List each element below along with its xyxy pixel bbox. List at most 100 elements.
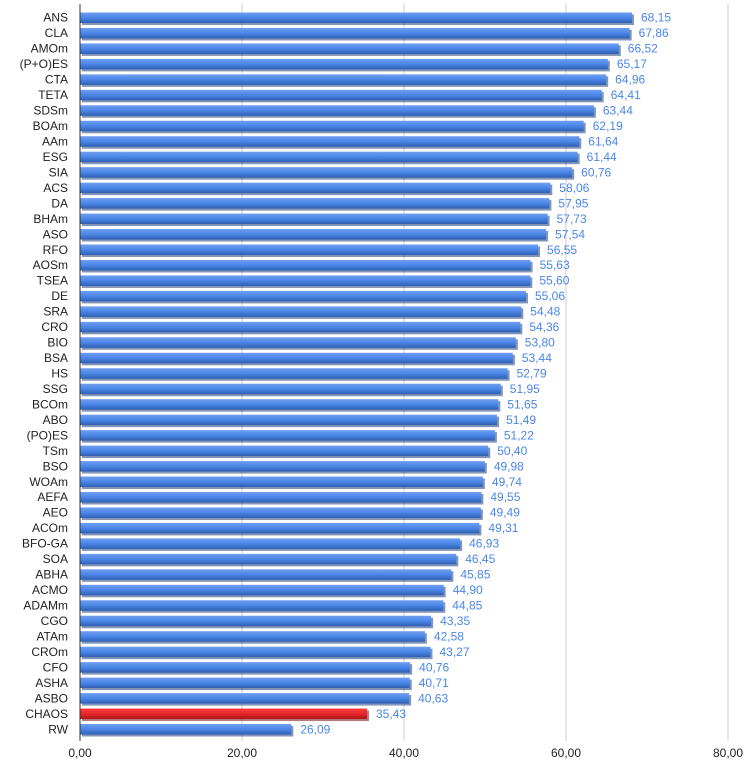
- value-label: 58,06: [559, 181, 589, 195]
- bar: [80, 507, 481, 518]
- category-label: ASHA: [35, 676, 68, 690]
- category-label: BFO-GA: [22, 537, 68, 551]
- x-tick-label: 40,00: [389, 746, 419, 760]
- category-label: DA: [51, 196, 68, 210]
- value-label: 66,52: [628, 42, 658, 56]
- value-label: 51,95: [510, 382, 540, 396]
- value-label: 61,64: [588, 134, 618, 148]
- bar: [80, 136, 580, 147]
- value-label: 40,71: [419, 676, 449, 690]
- category-label: AMOm: [31, 42, 68, 56]
- bar: [80, 275, 531, 286]
- category-label: ACOm: [32, 521, 68, 535]
- bar: [80, 120, 584, 132]
- value-label: 53,44: [522, 351, 552, 365]
- value-label: 40,63: [418, 691, 448, 705]
- value-label: 60,76: [581, 165, 611, 179]
- category-label: AOSm: [33, 258, 68, 272]
- category-label: CFO: [43, 660, 68, 674]
- bar: [80, 167, 573, 178]
- category-label: BIO: [47, 336, 68, 350]
- category-label: SOA: [43, 552, 68, 566]
- category-label: TSEA: [37, 274, 68, 288]
- bar: [80, 399, 499, 410]
- bar: [80, 213, 548, 225]
- category-label: SSG: [43, 382, 68, 396]
- bar: [80, 538, 461, 549]
- bar: [80, 631, 425, 642]
- category-label: DE: [51, 289, 68, 303]
- value-label: 49,74: [492, 475, 522, 489]
- value-label: 51,22: [504, 428, 534, 442]
- bar: [80, 259, 531, 271]
- value-label: 50,40: [497, 444, 527, 458]
- bar: [80, 476, 483, 488]
- x-tick-label: 80,00: [713, 746, 743, 760]
- bar: [80, 569, 452, 580]
- category-label: ACMO: [32, 583, 68, 597]
- value-label: 57,73: [557, 212, 587, 226]
- value-label: 56,55: [547, 243, 577, 257]
- bar: [80, 352, 513, 364]
- bar: [80, 337, 516, 348]
- value-label: 68,15: [641, 11, 671, 25]
- category-label: BOAm: [33, 119, 68, 133]
- bar: [80, 105, 594, 116]
- category-label: BCOm: [32, 397, 68, 411]
- bar: [80, 12, 633, 23]
- category-label: RW: [48, 722, 68, 736]
- category-label: (P+O)ES: [20, 57, 68, 71]
- bar: [80, 491, 482, 503]
- category-label: AEFA: [37, 490, 68, 504]
- value-label: 54,48: [530, 305, 560, 319]
- category-label: BSA: [44, 351, 68, 365]
- value-label: 43,35: [440, 614, 470, 628]
- category-label: AEO: [43, 506, 68, 520]
- category-label: CGO: [41, 614, 68, 628]
- value-label: 53,80: [525, 336, 555, 350]
- category-label: SDSm: [33, 104, 68, 118]
- x-tick-label: 60,00: [551, 746, 581, 760]
- bar: [80, 724, 292, 735]
- category-label: ESG: [43, 150, 68, 164]
- value-label: 54,36: [529, 320, 559, 334]
- bar: [80, 306, 522, 317]
- value-label: 55,63: [540, 258, 570, 272]
- bar: [80, 198, 550, 209]
- category-label: ASO: [43, 227, 68, 241]
- value-label: 62,19: [593, 119, 623, 133]
- value-label: 51,49: [506, 413, 536, 427]
- category-label: CTA: [45, 73, 68, 87]
- value-label: 63,44: [603, 104, 633, 118]
- bar: [80, 522, 480, 534]
- bar: [80, 708, 367, 720]
- bar: [80, 151, 578, 163]
- bar: [80, 662, 411, 673]
- bar: [80, 43, 619, 54]
- x-tick-label: 0,00: [68, 746, 92, 760]
- value-label: 65,17: [617, 57, 647, 71]
- bar: [80, 74, 607, 85]
- bar: [80, 58, 608, 70]
- category-label: SRA: [43, 305, 68, 319]
- bar: [80, 584, 444, 596]
- category-label: WOAm: [29, 475, 68, 489]
- category-label: BSO: [43, 459, 68, 473]
- value-label: 44,85: [452, 599, 482, 613]
- bar: [80, 383, 501, 395]
- value-label: 42,58: [434, 629, 464, 643]
- bar: [80, 27, 630, 39]
- category-label: ASBO: [35, 691, 68, 705]
- bar: [80, 600, 444, 611]
- category-label: BHAm: [33, 212, 68, 226]
- value-label: 57,54: [555, 227, 585, 241]
- bar: [80, 646, 431, 658]
- value-label: 52,79: [517, 367, 547, 381]
- bar: [80, 461, 485, 472]
- bar: [80, 368, 508, 379]
- value-label: 55,60: [539, 274, 569, 288]
- category-label: ABHA: [35, 568, 68, 582]
- bar: [80, 244, 539, 256]
